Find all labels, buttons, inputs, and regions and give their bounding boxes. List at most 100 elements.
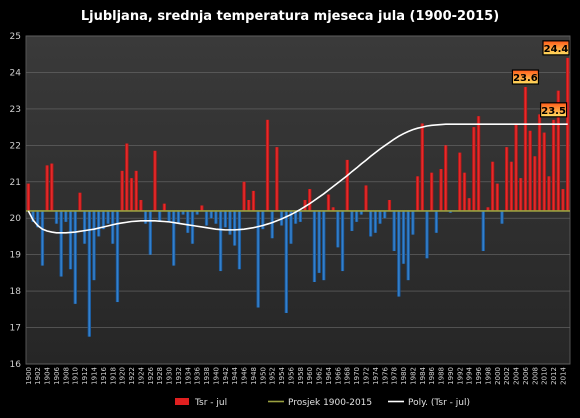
legend-swatch <box>175 398 189 405</box>
bar <box>519 178 523 211</box>
x-tick-label: 2008 <box>531 367 539 385</box>
x-tick-label: 1952 <box>269 367 277 385</box>
bar <box>228 210 232 235</box>
bar <box>350 210 354 231</box>
x-tick-label: 1936 <box>194 366 202 384</box>
y-tick-label: 16 <box>10 360 22 370</box>
x-tick-label: 1922 <box>128 367 136 385</box>
bar <box>233 210 237 246</box>
x-tick-label: 1956 <box>287 366 295 384</box>
plot-area <box>25 35 571 365</box>
bar <box>134 170 138 211</box>
bar <box>537 114 542 211</box>
bar <box>284 210 288 313</box>
bar <box>143 210 148 224</box>
chart-title: Ljubljana, srednja temperatura mjeseca j… <box>81 9 499 24</box>
y-tick-label: 18 <box>10 287 22 297</box>
bar <box>40 210 45 266</box>
bar <box>101 210 106 230</box>
bar <box>54 210 59 224</box>
bar <box>514 123 518 211</box>
x-tick-label: 1920 <box>119 367 127 385</box>
bar <box>223 210 227 228</box>
bar <box>167 210 171 222</box>
legend-item: Tsr - jul <box>175 398 227 408</box>
bar <box>322 210 326 281</box>
bar <box>162 203 167 211</box>
x-tick-label: 1902 <box>34 367 42 385</box>
x-tick-label: 1992 <box>456 367 464 385</box>
bar <box>265 119 270 211</box>
x-tick-label: 1976 <box>381 366 389 384</box>
bar <box>139 200 143 211</box>
x-tick-label: 1990 <box>447 367 455 385</box>
bar <box>486 207 490 211</box>
x-tick-label: 2002 <box>503 367 511 385</box>
bar <box>509 161 514 211</box>
bar <box>157 210 162 222</box>
bar <box>78 192 82 211</box>
y-tick-label: 19 <box>10 251 22 261</box>
bar <box>373 210 378 233</box>
bar <box>31 210 35 222</box>
x-tick-label: 1998 <box>484 367 492 385</box>
bar <box>359 210 363 215</box>
bar <box>434 210 439 233</box>
annotation-label: 23.6 <box>511 69 540 85</box>
x-axis: 1900 1902 1904 1906 1908 1910 1912 1914 1916 1918… <box>25 366 568 384</box>
bar <box>50 163 54 211</box>
x-tick-label: 1970 <box>353 367 361 385</box>
x-tick-label: 1944 <box>231 366 239 384</box>
x-tick-label: 1914 <box>91 366 99 384</box>
bar <box>97 210 101 237</box>
bar <box>523 87 528 211</box>
x-tick-label: 1980 <box>400 367 408 385</box>
y-tick-label: 23 <box>10 105 21 115</box>
x-tick-label: 1966 <box>334 366 342 384</box>
legend-label: Tsr - jul <box>194 398 227 408</box>
x-tick-label: 1974 <box>372 366 380 384</box>
bar <box>392 210 396 252</box>
bar <box>181 210 185 215</box>
y-tick-label: 22 <box>10 141 21 151</box>
bar <box>129 178 134 211</box>
x-tick-label: 1950 <box>259 367 267 385</box>
bar <box>200 205 204 211</box>
bar <box>176 210 181 224</box>
bar <box>251 190 256 211</box>
bar <box>312 210 317 282</box>
bar <box>247 200 251 211</box>
bar <box>476 116 481 211</box>
legend-item: Prosjek 1900-2015 <box>268 398 372 408</box>
x-tick-label: 1982 <box>409 367 417 385</box>
bar <box>345 159 349 211</box>
x-tick-label: 2014 <box>559 366 567 384</box>
bar <box>36 210 40 228</box>
bar <box>481 210 485 252</box>
annotation-label: 23.5 <box>539 102 568 118</box>
bar <box>429 172 434 211</box>
bar <box>115 210 120 303</box>
bar <box>317 210 321 273</box>
bar <box>298 210 303 222</box>
bar <box>64 210 68 222</box>
bar <box>561 189 565 211</box>
bar <box>472 127 476 211</box>
bar <box>444 145 448 211</box>
bar <box>261 210 265 230</box>
bar <box>505 147 509 211</box>
x-tick-label: 1972 <box>363 367 371 385</box>
y-tick-label: 25 <box>10 32 21 42</box>
bar <box>500 210 504 224</box>
x-tick-label: 1908 <box>62 367 70 385</box>
bar <box>369 210 373 237</box>
x-tick-label: 1946 <box>241 366 249 384</box>
bar <box>420 123 424 211</box>
annotation-box <box>539 102 568 118</box>
annotation-label: 24.4 <box>542 40 570 56</box>
bar <box>425 210 429 259</box>
bar <box>289 210 293 244</box>
bar <box>214 210 218 224</box>
